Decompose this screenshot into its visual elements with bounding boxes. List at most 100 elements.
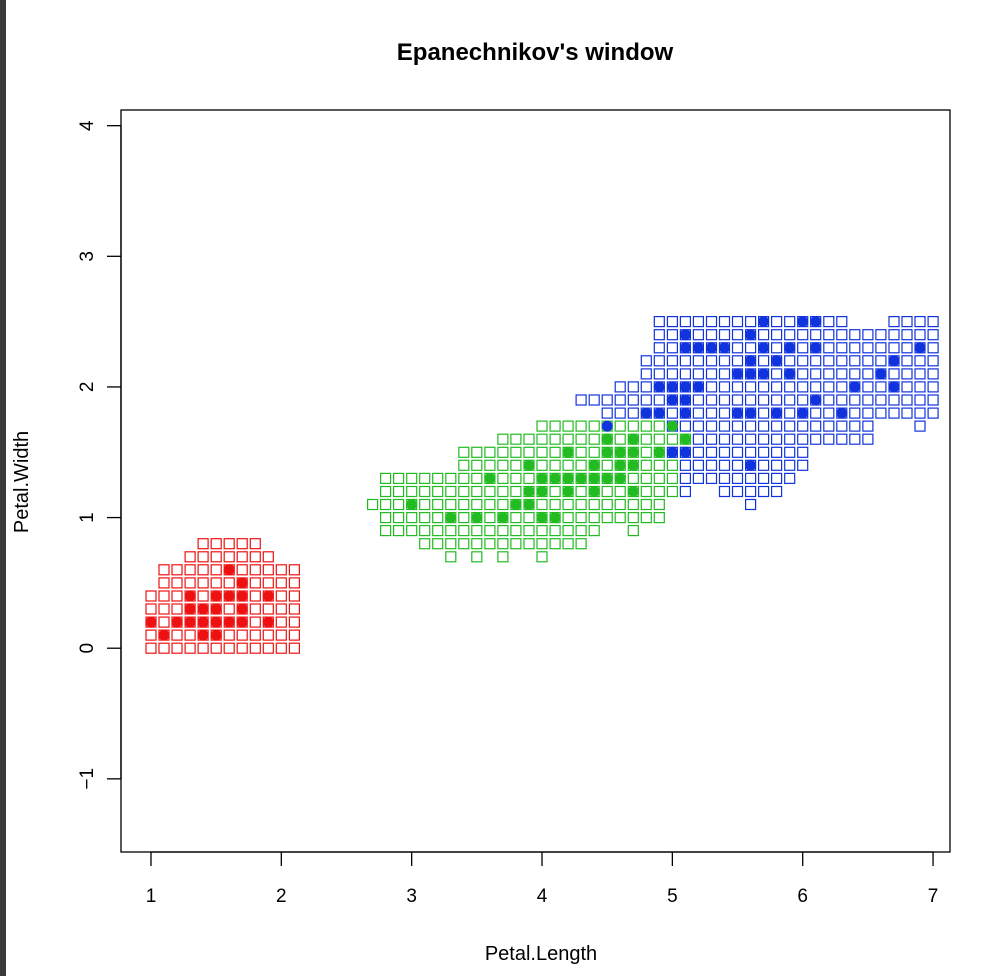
virginica-grid-cell bbox=[666, 316, 679, 328]
setosa-grid-cell bbox=[145, 590, 157, 602]
virginica-grid-cell bbox=[679, 485, 692, 498]
virginica-grid-cell bbox=[718, 355, 731, 367]
virginica-grid-cell bbox=[718, 485, 731, 498]
versicolor-point bbox=[588, 472, 600, 484]
versicolor-grid-cell bbox=[419, 472, 431, 484]
versicolor-grid-cell bbox=[536, 433, 548, 445]
setosa-grid-cell bbox=[210, 642, 222, 654]
versicolor-grid-cell bbox=[575, 433, 587, 445]
virginica-point bbox=[758, 342, 770, 354]
versicolor-point bbox=[562, 446, 574, 458]
setosa-grid-cell bbox=[262, 577, 274, 589]
versicolor-grid-cell bbox=[562, 433, 574, 445]
virginica-grid-cell bbox=[705, 394, 718, 406]
versicolor-point bbox=[562, 486, 574, 497]
versicolor-grid-cell bbox=[601, 485, 613, 498]
virginica-point bbox=[771, 355, 783, 367]
virginica-grid-cell bbox=[914, 381, 926, 393]
virginica-grid-cell bbox=[797, 446, 809, 458]
virginica-grid-cell bbox=[705, 329, 718, 341]
setosa-grid-cell bbox=[171, 577, 183, 589]
virginica-grid-cell bbox=[797, 394, 809, 406]
setosa-grid-cell bbox=[158, 603, 170, 615]
versicolor-grid-cell bbox=[536, 446, 548, 458]
virginica-grid-cell bbox=[823, 433, 835, 445]
virginica-grid-cell bbox=[836, 342, 848, 354]
versicolor-grid-cell bbox=[458, 524, 470, 537]
setosa-grid-cell bbox=[158, 577, 170, 589]
virginica-point bbox=[732, 368, 743, 380]
virginica-grid-cell bbox=[901, 407, 913, 419]
setosa-grid-cell bbox=[288, 603, 300, 615]
virginica-grid-cell bbox=[784, 316, 796, 328]
versicolor-grid-cell bbox=[458, 485, 470, 498]
versicolor-grid-cell bbox=[588, 446, 600, 458]
setosa-grid-cell bbox=[275, 564, 287, 576]
virginica-grid-cell bbox=[718, 420, 731, 432]
virginica-grid-cell bbox=[692, 433, 705, 445]
setosa-point bbox=[210, 616, 222, 628]
versicolor-grid-cell bbox=[575, 446, 587, 458]
virginica-grid-cell bbox=[836, 316, 848, 328]
versicolor-grid-cell bbox=[510, 433, 522, 445]
versicolor-grid-cell bbox=[510, 472, 522, 484]
virginica-point bbox=[679, 407, 691, 419]
virginica-grid-cell bbox=[757, 433, 770, 445]
virginica-grid-cell bbox=[875, 394, 887, 406]
virginica-grid-cell bbox=[679, 368, 692, 380]
virginica-point bbox=[745, 355, 757, 367]
virginica-grid-cell bbox=[666, 355, 679, 367]
versicolor-grid-cell bbox=[575, 524, 587, 537]
virginica-grid-cell bbox=[705, 381, 718, 393]
virginica-grid-cell bbox=[666, 342, 679, 354]
virginica-grid-cell bbox=[679, 472, 692, 484]
virginica-grid-cell bbox=[875, 329, 887, 341]
virginica-point bbox=[745, 459, 757, 471]
versicolor-grid-cell bbox=[458, 511, 470, 524]
setosa-grid-cell bbox=[184, 564, 196, 576]
virginica-point bbox=[692, 342, 704, 354]
versicolor-grid-cell bbox=[640, 472, 652, 484]
virginica-grid-cell bbox=[862, 407, 874, 419]
versicolor-grid-cell bbox=[497, 433, 509, 445]
versicolor-grid-cell bbox=[627, 472, 639, 484]
virginica-grid-cell bbox=[705, 472, 718, 484]
virginica-grid-cell bbox=[731, 472, 744, 484]
versicolor-grid-cell bbox=[653, 511, 665, 524]
versicolor-grid-cell bbox=[666, 433, 679, 445]
virginica-grid-cell bbox=[627, 394, 639, 406]
classification-grid bbox=[145, 316, 939, 654]
virginica-grid-cell bbox=[849, 329, 861, 341]
setosa-grid-cell bbox=[262, 642, 274, 654]
versicolor-grid-cell bbox=[640, 498, 652, 511]
versicolor-grid-cell bbox=[575, 485, 587, 498]
setosa-grid-cell bbox=[223, 538, 235, 550]
versicolor-point bbox=[614, 446, 626, 458]
virginica-grid-cell bbox=[653, 355, 665, 367]
versicolor-grid-cell bbox=[510, 524, 522, 537]
virginica-grid-cell bbox=[836, 381, 848, 393]
virginica-point bbox=[653, 407, 665, 419]
x-axis: 1 2 3 4 5 6 7 bbox=[146, 851, 938, 907]
versicolor-grid-cell bbox=[393, 472, 405, 484]
setosa-grid-cell bbox=[249, 642, 261, 654]
virginica-grid-cell bbox=[653, 329, 665, 341]
setosa-grid-cell bbox=[223, 603, 235, 615]
virginica-grid-cell bbox=[757, 381, 770, 393]
versicolor-point bbox=[601, 446, 613, 458]
versicolor-point bbox=[601, 433, 613, 445]
setosa-grid-cell bbox=[197, 577, 209, 589]
virginica-grid-cell bbox=[640, 394, 652, 406]
setosa-grid-cell bbox=[158, 616, 170, 628]
virginica-point bbox=[719, 342, 730, 354]
virginica-grid-cell bbox=[731, 459, 744, 471]
virginica-grid-cell bbox=[653, 316, 665, 328]
virginica-grid-cell bbox=[823, 381, 835, 393]
versicolor-grid-cell bbox=[614, 420, 626, 432]
virginica-grid-cell bbox=[823, 355, 835, 367]
versicolor-grid-cell bbox=[471, 551, 483, 563]
versicolor-grid-cell bbox=[458, 459, 470, 471]
virginica-grid-cell bbox=[784, 433, 796, 445]
setosa-point bbox=[145, 616, 157, 628]
versicolor-grid-cell bbox=[432, 524, 444, 537]
